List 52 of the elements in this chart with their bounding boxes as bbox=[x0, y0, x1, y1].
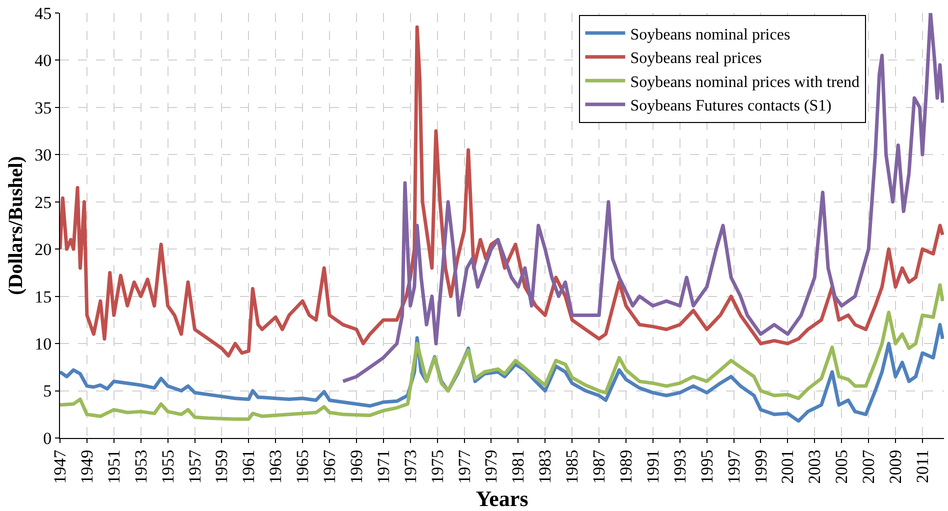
y-axis-title: (Dollars/Bushel) bbox=[5, 156, 28, 295]
line-series bbox=[341, 13, 944, 384]
y-tick-label: 5 bbox=[43, 382, 52, 401]
x-tick-label: 1999 bbox=[751, 450, 770, 484]
y-tick-label: 10 bbox=[34, 334, 52, 354]
x-axis-title: Years bbox=[476, 486, 529, 511]
y-tick-label: 35 bbox=[34, 98, 52, 118]
x-tick-label: 1987 bbox=[590, 449, 609, 484]
x-tick-label: 1997 bbox=[724, 449, 744, 484]
y-tick-label: 0 bbox=[43, 428, 52, 448]
line-series bbox=[60, 283, 944, 421]
legend-label: Soybeans nominal prices bbox=[630, 26, 790, 44]
x-tick-label: 2009 bbox=[886, 450, 906, 484]
legend-label: Soybeans real prices bbox=[630, 50, 762, 68]
x-tick-label: 2005 bbox=[832, 450, 852, 484]
legend-label: Soybeans nominal prices with trend bbox=[630, 74, 860, 91]
x-tick-label: 1975 bbox=[428, 450, 447, 484]
x-tick-label: 1973 bbox=[400, 450, 420, 484]
legend-label: Soybeans Futures contacts (S1) bbox=[630, 98, 832, 115]
y-tick-label: 45 bbox=[34, 4, 52, 23]
y-tick-label: 15 bbox=[34, 287, 52, 306]
x-tick-label: 1983 bbox=[536, 450, 555, 484]
y-tick-label: 40 bbox=[34, 51, 52, 70]
x-tick-label: 1963 bbox=[266, 450, 286, 484]
x-tick-label: 2001 bbox=[778, 450, 798, 484]
x-tick-label: 1965 bbox=[293, 450, 312, 484]
x-tick-label: 1989 bbox=[616, 450, 636, 484]
x-tick-label: 2007 bbox=[859, 449, 878, 484]
x-tick-label: 1961 bbox=[239, 450, 258, 484]
y-tick-label: 30 bbox=[34, 146, 52, 165]
x-tick-label: 1947 bbox=[50, 449, 70, 484]
x-tick-label: 1995 bbox=[697, 450, 716, 484]
x-tick-label: 2003 bbox=[805, 450, 824, 484]
x-tick-label: 1967 bbox=[320, 449, 340, 484]
x-tick-label: 1991 bbox=[643, 450, 662, 484]
x-tick-label: 2011 bbox=[912, 450, 932, 484]
x-tick-label: 1951 bbox=[104, 450, 124, 484]
x-tick-label: 1981 bbox=[508, 450, 528, 484]
x-tick-label: 1977 bbox=[454, 449, 474, 484]
x-tick-label: 1979 bbox=[482, 450, 501, 484]
y-tick-label: 20 bbox=[34, 240, 52, 260]
x-tick-label: 1969 bbox=[346, 450, 366, 484]
x-tick-label: 1959 bbox=[212, 450, 232, 484]
x-tick-label: 1971 bbox=[374, 450, 393, 484]
x-tick-label: 1985 bbox=[562, 450, 582, 484]
y-tick-label: 25 bbox=[34, 192, 52, 212]
x-tick-label: 1957 bbox=[185, 449, 204, 484]
x-tick-label: 1949 bbox=[77, 450, 96, 484]
x-tick-label: 1955 bbox=[158, 450, 178, 484]
x-tick-label: 1993 bbox=[670, 450, 690, 484]
line-series bbox=[60, 25, 944, 358]
x-tick-label: 1953 bbox=[131, 450, 150, 484]
